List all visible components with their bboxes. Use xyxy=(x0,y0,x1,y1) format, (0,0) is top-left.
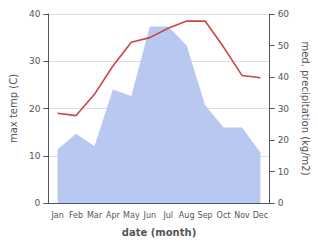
svg-text:Aug: Aug xyxy=(179,211,195,220)
svg-text:Oct: Oct xyxy=(217,211,231,220)
svg-text:20: 20 xyxy=(29,104,41,114)
svg-text:40: 40 xyxy=(278,72,290,82)
svg-text:date (month): date (month) xyxy=(122,227,196,238)
svg-text:med. precipitation (kg/m2): med. precipitation (kg/m2) xyxy=(300,41,311,175)
svg-text:30: 30 xyxy=(278,104,290,114)
svg-text:Feb: Feb xyxy=(69,211,83,220)
svg-text:Jul: Jul xyxy=(162,211,173,220)
svg-text:Jan: Jan xyxy=(50,211,63,220)
svg-text:Nov: Nov xyxy=(234,211,250,220)
svg-text:max temp (C): max temp (C) xyxy=(8,74,19,143)
svg-text:30: 30 xyxy=(29,56,41,66)
svg-text:May: May xyxy=(123,211,140,220)
svg-text:10: 10 xyxy=(29,151,41,161)
svg-text:60: 60 xyxy=(278,9,290,19)
svg-text:0: 0 xyxy=(278,198,284,208)
svg-text:Mar: Mar xyxy=(87,211,103,220)
svg-text:40: 40 xyxy=(29,9,41,19)
svg-text:20: 20 xyxy=(278,135,290,145)
svg-text:Jun: Jun xyxy=(143,211,157,220)
svg-text:10: 10 xyxy=(278,167,290,177)
svg-text:50: 50 xyxy=(278,41,290,51)
svg-text:Dec: Dec xyxy=(253,211,268,220)
svg-text:Apr: Apr xyxy=(106,211,121,220)
svg-text:0: 0 xyxy=(35,198,41,208)
svg-text:Sep: Sep xyxy=(198,211,213,220)
